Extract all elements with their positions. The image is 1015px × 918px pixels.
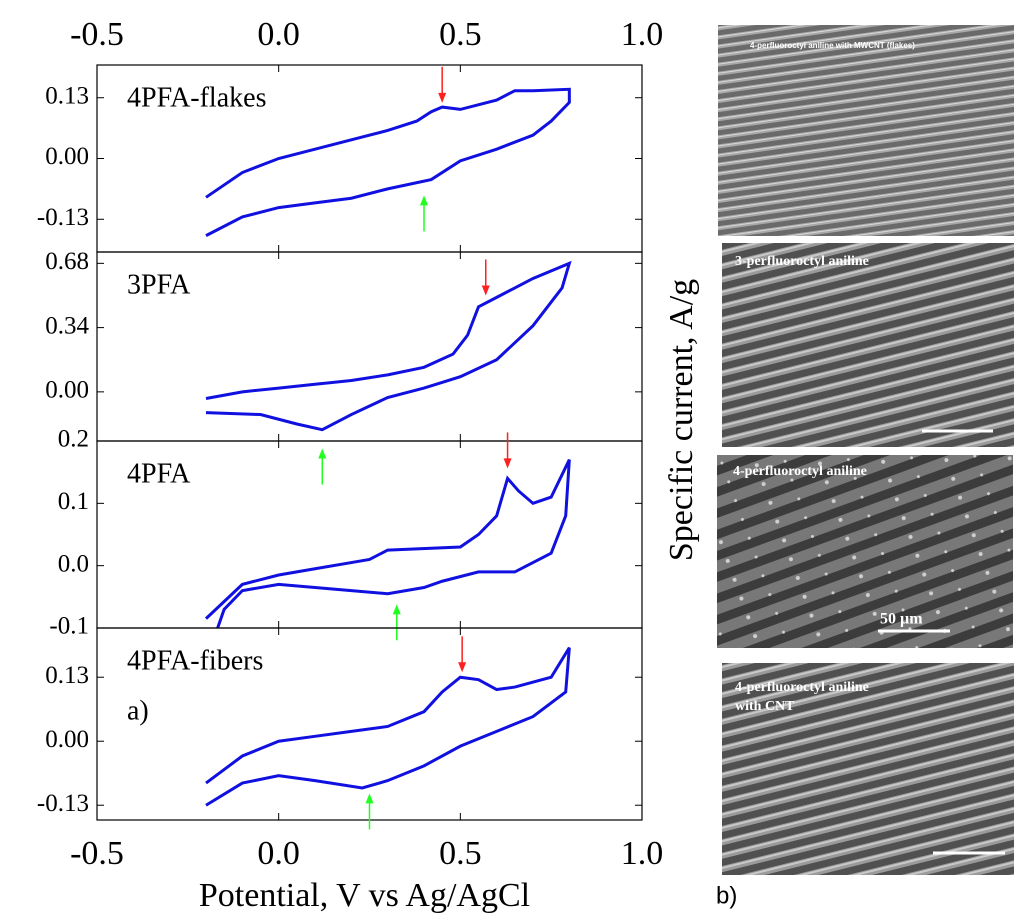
image-caption: 4-perfluoroctyl aniline <box>735 680 869 695</box>
panel-label: b) <box>716 882 737 909</box>
image-caption: 4-perfluoroctyl aniline <box>733 464 867 479</box>
panel: 0.68 0.34 0.00 3PFA <box>45 248 643 485</box>
y-axis-label: Specific current, A/g <box>663 279 700 561</box>
x-tick-label: 0.5 <box>439 835 482 872</box>
x-tick-label: 0.0 <box>257 16 300 53</box>
panel-title: 3PFA <box>127 269 191 300</box>
y-tick-label: -0.1 <box>49 613 89 640</box>
sem-image <box>717 455 1013 648</box>
panel-title: 4PFA-fibers <box>127 645 263 676</box>
y-tick-label: 0.0 <box>58 550 89 577</box>
x-axis-label: Potential, V vs Ag/AgCl <box>199 877 530 914</box>
panel: -0.5 0.0 0.5 1.0 0.13 0.00 -0.13 4PFA-fibers Pot… <box>37 627 664 914</box>
y-tick-label: 0.13 <box>45 662 89 689</box>
arrow-head <box>365 793 374 804</box>
x-tick-label: 0.5 <box>439 16 482 53</box>
y-tick-label: 0.13 <box>45 82 89 109</box>
image-caption: 3-perfluoroctyl aniline <box>735 254 869 269</box>
sem-image <box>718 25 1014 236</box>
y-tick-label: 0.1 <box>58 488 89 515</box>
cv-curve <box>205 87 571 237</box>
image-caption: with CNT <box>735 699 795 714</box>
scale-label: 50 µm <box>880 611 923 628</box>
x-tick-label: 1.0 <box>621 835 664 872</box>
arrow-head <box>392 604 401 615</box>
y-tick-label: -0.13 <box>37 790 89 817</box>
cv-curve <box>204 459 571 628</box>
panel: -0.5 0.0 0.5 1.0 0.13 0.00 -0.13 4PFA-flakes <box>37 16 664 253</box>
y-tick-label: 0.34 <box>45 312 89 339</box>
y-tick-label: 0.00 <box>45 377 89 404</box>
x-tick-label: 0.0 <box>257 835 300 872</box>
panel-label: a) <box>127 695 149 726</box>
x-tick-label: -0.5 <box>70 16 124 53</box>
arrow-head <box>503 458 512 469</box>
arrow-head <box>318 448 327 459</box>
arrow-head <box>438 92 447 103</box>
x-tick-label: 1.0 <box>621 16 664 53</box>
y-tick-label: 0.68 <box>45 248 89 275</box>
y-tick-label: 0.00 <box>45 726 89 753</box>
arrow-head <box>481 285 490 296</box>
cv-curve <box>205 646 571 807</box>
panel-title: 4PFA <box>127 458 191 489</box>
cv-curve <box>205 260 572 432</box>
x-tick-label: -0.5 <box>70 835 124 872</box>
y-tick-label: 0.00 <box>45 143 89 170</box>
y-tick-label: 0.2 <box>58 426 89 453</box>
y-tick-label: -0.13 <box>37 204 89 231</box>
sem-image <box>722 663 1014 875</box>
image-caption: 4-perfluoroctyl aniline with MWCNT (flak… <box>750 41 915 50</box>
panel-title: 4PFA-flakes <box>127 82 266 113</box>
panel: 0.2 0.1 0.0 -0.1 4PFA <box>49 426 643 641</box>
arrow-head <box>458 662 467 673</box>
sem-image <box>722 243 1014 447</box>
arrow-head <box>420 195 428 206</box>
sem-images: 4-perfluoroctyl aniline with MWCNT (flak… <box>717 25 1014 875</box>
